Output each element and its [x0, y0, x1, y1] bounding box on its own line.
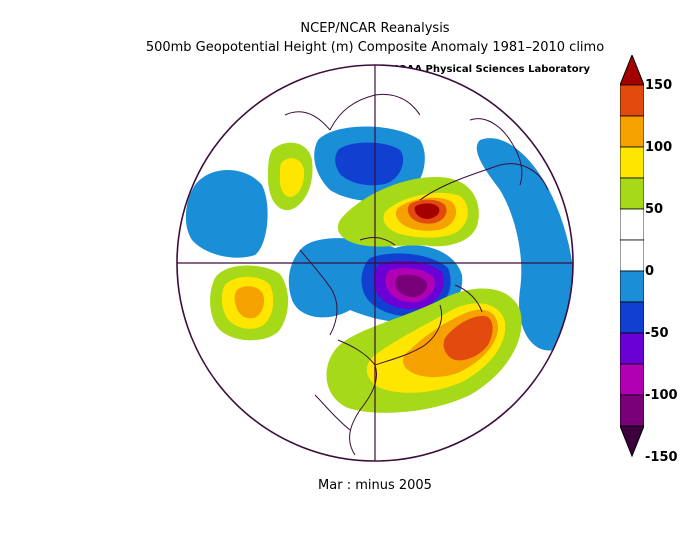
- colorbar-segment: [620, 84, 644, 117]
- negative-anomaly-region: [476, 138, 573, 351]
- colorbar-label: 0: [645, 264, 655, 279]
- map-boundary: [176, 64, 574, 462]
- colorbar-segment: [620, 146, 644, 179]
- positive-anomaly-region: [443, 315, 493, 361]
- colorbar-segment: [620, 394, 644, 427]
- colorbar-top-triangle: [620, 55, 644, 86]
- colorbar-segment: [620, 177, 644, 210]
- colorbar-segment: [620, 301, 644, 334]
- colorbar-label: -100: [645, 388, 678, 403]
- graticule: [177, 65, 573, 461]
- colorbar-segment: [620, 115, 644, 148]
- colorbar-segment: [620, 270, 644, 303]
- colorbar-segment: [620, 363, 644, 396]
- colorbar-label: -150: [645, 450, 678, 465]
- credit-label: NOAA Physical Sciences Laboratory: [390, 64, 591, 75]
- positive-anomaly-region: [414, 203, 440, 219]
- negative-anomaly-region: [185, 170, 268, 258]
- colorbar-label: 50: [645, 202, 664, 217]
- colorbar-segment: [620, 239, 644, 272]
- figure-footer: Mar : minus 2005: [318, 478, 432, 493]
- polar-map: [176, 64, 574, 462]
- colorbar-label: 100: [645, 140, 673, 155]
- colorbar-label: 150: [645, 78, 673, 93]
- figure-subtitle: 500mb Geopotential Height (m) Composite …: [145, 40, 605, 55]
- colorbar-label: -50: [645, 326, 669, 341]
- colorbar-bottom-triangle: [620, 425, 644, 458]
- negative-anomaly-region: [335, 142, 404, 186]
- colorbar-segment: [620, 332, 644, 365]
- colorbar: [620, 55, 644, 458]
- figure-title: NCEP/NCAR Reanalysis: [300, 21, 450, 36]
- positive-anomaly-region: [234, 286, 264, 319]
- positive-anomaly-region: [279, 158, 305, 197]
- coastlines: [284, 93, 549, 456]
- negative-anomaly-region: [395, 274, 428, 297]
- colorbar-segment: [620, 208, 644, 241]
